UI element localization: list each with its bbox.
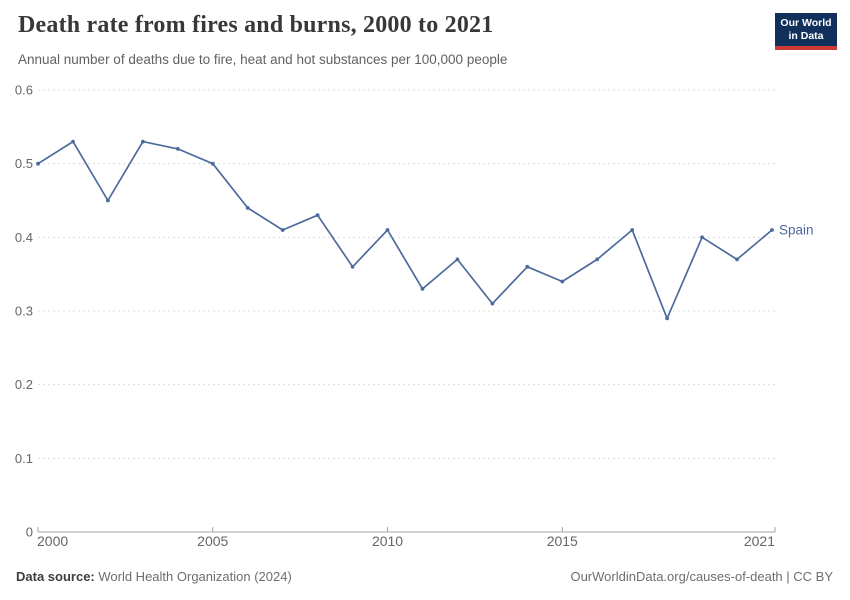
data-source: Data source: World Health Organization (…	[16, 569, 292, 584]
chart-subtitle: Annual number of deaths due to fire, hea…	[18, 52, 508, 67]
data-point[interactable]	[420, 287, 425, 291]
data-point[interactable]	[595, 257, 600, 262]
data-point[interactable]	[735, 257, 739, 262]
data-point[interactable]	[280, 228, 285, 232]
y-tick-label: 0	[26, 525, 33, 540]
series-label: Spain	[779, 222, 814, 237]
x-tick-label: 2015	[547, 533, 578, 549]
owid-logo-line1: Our World	[780, 17, 832, 29]
data-point[interactable]	[71, 139, 75, 144]
data-point[interactable]	[490, 301, 495, 306]
data-point[interactable]	[455, 257, 460, 262]
y-tick-label: 0.4	[15, 230, 33, 245]
x-tick-label: 2021	[744, 533, 775, 549]
data-point[interactable]	[245, 206, 250, 210]
x-tick-label: 2000	[37, 533, 68, 549]
y-tick-label: 0.3	[15, 304, 33, 319]
data-point[interactable]	[665, 316, 669, 321]
data-point[interactable]	[700, 235, 704, 240]
data-point[interactable]	[210, 161, 215, 166]
x-tick-label: 2010	[372, 533, 403, 549]
y-tick-label: 0.2	[15, 377, 33, 392]
data-point[interactable]	[36, 161, 40, 166]
owid-logo: Our World in Data	[775, 13, 837, 50]
data-point[interactable]	[525, 264, 530, 269]
series-line	[37, 140, 773, 320]
data-point[interactable]	[350, 264, 355, 269]
data-point[interactable]	[141, 139, 145, 144]
data-point[interactable]	[175, 147, 180, 151]
data-source-value: World Health Organization (2024)	[94, 569, 292, 584]
data-point[interactable]	[385, 228, 390, 232]
owid-logo-line2: in Data	[788, 29, 824, 42]
page-title: Death rate from fires and burns, 2000 to…	[18, 12, 494, 38]
data-point[interactable]	[106, 198, 110, 203]
y-tick-label: 0.1	[15, 451, 33, 466]
data-point[interactable]	[560, 279, 565, 284]
y-tick-label: 0.6	[15, 83, 33, 98]
data-source-label: Data source:	[16, 569, 95, 584]
y-tick-label: 0.5	[15, 156, 33, 171]
data-point[interactable]	[630, 228, 635, 232]
data-point[interactable]	[315, 213, 320, 218]
data-point[interactable]	[770, 228, 774, 232]
credit-link[interactable]: OurWorldinData.org/causes-of-death | CC …	[570, 569, 833, 584]
x-tick-label: 2005	[197, 533, 228, 549]
